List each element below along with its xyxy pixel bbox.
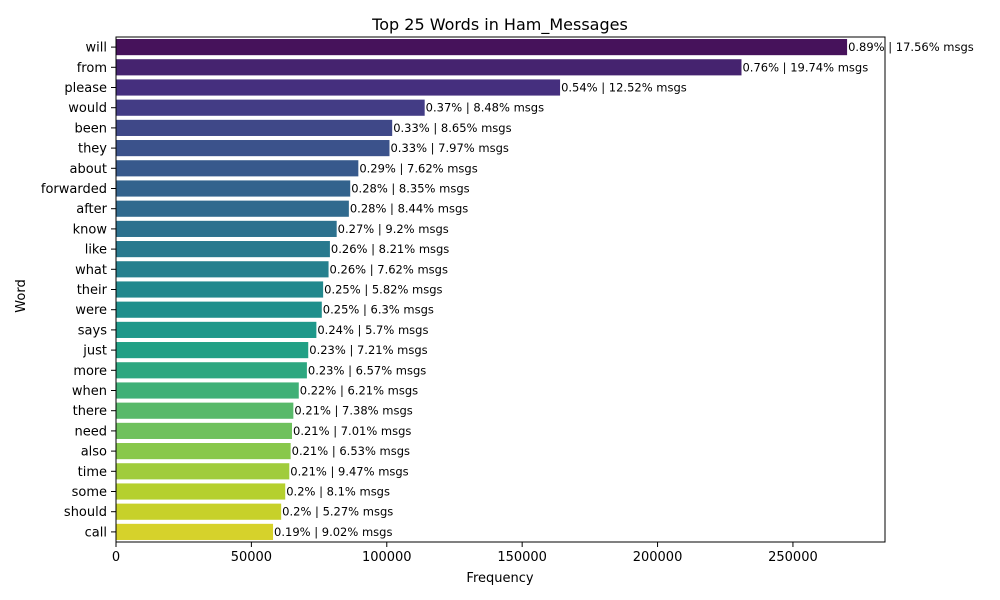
y-tick-label: from bbox=[77, 61, 107, 76]
bar bbox=[116, 200, 349, 217]
bar bbox=[116, 422, 293, 439]
plot-area: will 0.89% | 17.56% msgs from 0.76% | 19.74… bbox=[41, 36, 974, 565]
data-label: 0.24% | 5.7% msgs bbox=[317, 323, 428, 337]
bar bbox=[116, 523, 274, 540]
data-label: 0.19% | 9.02% msgs bbox=[274, 525, 392, 539]
y-tick-label: were bbox=[75, 303, 107, 318]
data-label: 0.23% | 7.21% msgs bbox=[309, 343, 427, 357]
bar bbox=[116, 261, 329, 278]
y-tick-label: time bbox=[78, 465, 107, 480]
bar bbox=[116, 281, 324, 298]
data-label: 0.21% | 9.47% msgs bbox=[290, 464, 408, 478]
data-label: 0.23% | 6.57% msgs bbox=[308, 363, 426, 377]
data-label: 0.29% | 7.62% msgs bbox=[359, 161, 477, 175]
y-tick-label: call bbox=[85, 525, 107, 540]
bar bbox=[116, 301, 322, 318]
y-axis-label: Word bbox=[14, 279, 29, 312]
bar bbox=[116, 362, 307, 379]
bar bbox=[116, 463, 290, 480]
chart-title: Top 25 Words in Ham_Messages bbox=[371, 15, 628, 35]
data-label: 0.22% | 6.21% msgs bbox=[300, 384, 418, 398]
data-label: 0.37% | 8.48% msgs bbox=[426, 101, 544, 115]
data-label: 0.21% | 7.38% msgs bbox=[294, 404, 412, 418]
y-tick-label: would bbox=[68, 101, 107, 116]
x-tick-label: 200000 bbox=[633, 550, 683, 565]
bar bbox=[116, 342, 309, 359]
x-axis-label: Frequency bbox=[466, 571, 533, 586]
y-tick-label: what bbox=[75, 263, 107, 278]
y-tick-label: know bbox=[73, 222, 108, 237]
data-label: 0.25% | 6.3% msgs bbox=[323, 303, 434, 317]
x-tick-label: 50000 bbox=[231, 550, 272, 565]
data-label: 0.89% | 17.56% msgs bbox=[848, 40, 974, 54]
bar bbox=[116, 79, 561, 96]
bar bbox=[116, 39, 848, 56]
bar bbox=[116, 382, 299, 399]
bar bbox=[116, 220, 337, 237]
y-tick-label: need bbox=[75, 424, 108, 439]
y-tick-label: when bbox=[72, 384, 107, 399]
axes-frame bbox=[115, 36, 886, 543]
y-tick-label: just bbox=[82, 344, 107, 359]
y-tick-label: more bbox=[73, 364, 107, 379]
x-tick-label: 0 bbox=[112, 550, 120, 565]
y-tick-label: their bbox=[77, 283, 108, 298]
y-tick-label: should bbox=[64, 505, 107, 520]
data-label: 0.2% | 8.1% msgs bbox=[286, 485, 390, 499]
bar bbox=[116, 119, 393, 136]
data-label: 0.2% | 5.27% msgs bbox=[282, 505, 393, 519]
y-tick-label: says bbox=[78, 323, 107, 338]
bar bbox=[116, 402, 294, 419]
y-tick-label: please bbox=[64, 81, 107, 96]
x-tick-label: 150000 bbox=[497, 550, 547, 565]
y-tick-label: after bbox=[76, 202, 107, 217]
data-label: 0.26% | 8.21% msgs bbox=[331, 242, 449, 256]
bar bbox=[116, 443, 291, 460]
y-tick-label: forwarded bbox=[41, 182, 107, 197]
bar bbox=[116, 160, 359, 177]
y-tick-label: like bbox=[85, 243, 107, 258]
x-tick-label: 100000 bbox=[362, 550, 412, 565]
y-tick-label: also bbox=[81, 445, 107, 460]
data-label: 0.33% | 8.65% msgs bbox=[393, 121, 511, 135]
x-tick-label: 250000 bbox=[768, 550, 818, 565]
y-tick-label: will bbox=[86, 41, 107, 56]
data-label: 0.21% | 7.01% msgs bbox=[293, 424, 411, 438]
y-tick-label: some bbox=[72, 485, 107, 500]
data-label: 0.33% | 7.97% msgs bbox=[390, 141, 508, 155]
data-label: 0.54% | 12.52% msgs bbox=[561, 81, 687, 95]
bar bbox=[116, 321, 317, 338]
bar bbox=[116, 241, 330, 258]
data-label: 0.76% | 19.74% msgs bbox=[742, 60, 868, 74]
data-label: 0.28% | 8.44% msgs bbox=[350, 202, 468, 216]
bar bbox=[116, 180, 351, 197]
data-label: 0.28% | 8.35% msgs bbox=[351, 182, 469, 196]
data-label: 0.21% | 6.53% msgs bbox=[292, 444, 410, 458]
data-label: 0.26% | 7.62% msgs bbox=[330, 262, 448, 276]
y-tick-label: about bbox=[69, 162, 107, 177]
bar bbox=[116, 483, 286, 500]
data-label: 0.27% | 9.2% msgs bbox=[338, 222, 449, 236]
bar bbox=[116, 140, 390, 157]
y-tick-label: they bbox=[78, 142, 107, 157]
bar bbox=[116, 503, 282, 520]
bar bbox=[116, 99, 425, 116]
y-tick-label: been bbox=[75, 121, 108, 136]
data-label: 0.25% | 5.82% msgs bbox=[324, 283, 442, 297]
y-tick-label: there bbox=[73, 404, 107, 419]
bar bbox=[116, 59, 742, 76]
